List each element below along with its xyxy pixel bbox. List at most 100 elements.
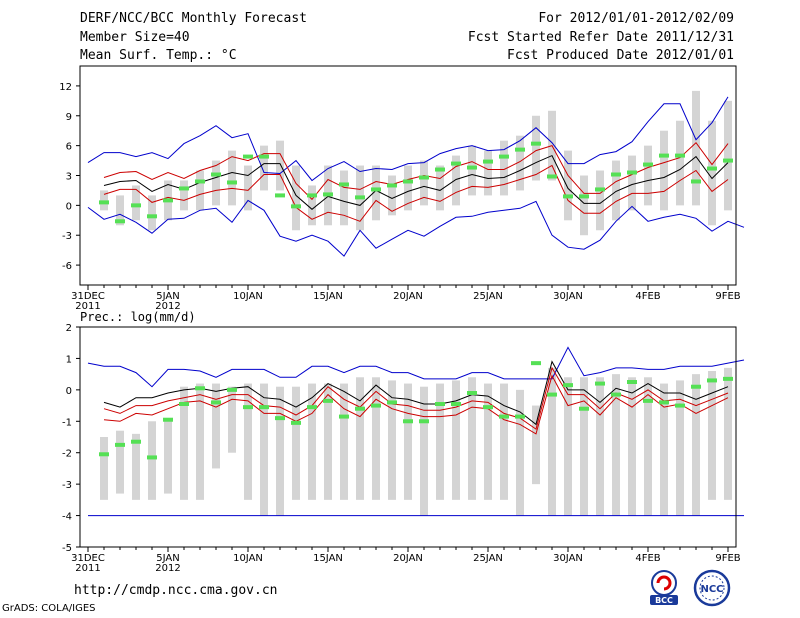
- spread-box: [116, 195, 124, 226]
- x-tick-year-label: 2011: [75, 301, 100, 312]
- median-marker: [211, 400, 221, 405]
- median-marker: [547, 174, 557, 179]
- median-marker: [211, 172, 221, 177]
- ncc-logo-text: NCC: [700, 584, 723, 595]
- median-marker: [323, 398, 333, 403]
- median-marker: [259, 154, 269, 159]
- x-tick-label: 31DEC: [71, 291, 105, 302]
- spread-box: [212, 383, 220, 469]
- median-marker: [131, 203, 141, 208]
- median-marker: [339, 182, 349, 187]
- median-marker: [499, 154, 509, 159]
- median-marker: [595, 381, 605, 386]
- median-marker: [307, 193, 317, 198]
- y-tick-label: -3: [62, 231, 72, 242]
- ncc-logo: NCC: [692, 568, 732, 608]
- max-line: [87, 96, 729, 182]
- median-marker: [579, 406, 589, 411]
- spread-box: [132, 433, 140, 500]
- median-marker: [659, 153, 669, 158]
- spread-box: [644, 145, 652, 206]
- y-tick-label: 12: [59, 82, 72, 93]
- x-tick-year-label: 2012: [155, 563, 180, 574]
- spread-box: [724, 100, 732, 211]
- x-tick-label: 4FEB: [635, 291, 660, 302]
- median-marker: [163, 417, 173, 422]
- median-marker: [291, 204, 301, 209]
- spread-box: [452, 155, 460, 206]
- y-tick-label: 1: [66, 354, 72, 365]
- bcc-logo-text: BCC: [655, 596, 673, 605]
- x-tick-label: 30JAN: [553, 291, 583, 302]
- x-tick-label: 10JAN: [233, 291, 263, 302]
- x-tick-label: 15JAN: [313, 291, 343, 302]
- spread-box: [404, 383, 412, 500]
- variable-label: Mean Surf. Temp.: °C: [80, 48, 237, 63]
- source-url[interactable]: http://cmdp.ncc.cma.gov.cn: [74, 583, 278, 598]
- median-marker: [611, 172, 621, 177]
- median-marker: [163, 198, 173, 203]
- median-marker: [179, 186, 189, 191]
- x-tick-label: 10JAN: [233, 553, 263, 564]
- spread-box: [260, 145, 268, 191]
- forecast-period-label: For 2012/01/01-2012/02/09: [538, 11, 734, 26]
- median-marker: [339, 414, 349, 419]
- spread-box: [148, 195, 156, 231]
- spread-box: [692, 374, 700, 516]
- spread-box: [532, 115, 540, 181]
- median-marker: [195, 179, 205, 184]
- y-tick-label: -2: [62, 449, 72, 460]
- median-marker: [643, 398, 653, 403]
- spread-box: [340, 170, 348, 226]
- median-marker: [387, 400, 397, 405]
- median-marker: [643, 162, 653, 167]
- median-marker: [515, 414, 525, 419]
- spread-box: [196, 170, 204, 211]
- median-marker: [179, 402, 189, 406]
- spread-box: [532, 405, 540, 485]
- upper-percentile-line: [103, 141, 729, 201]
- y-tick-label: -4: [62, 512, 72, 523]
- spread-box: [612, 374, 620, 516]
- median-marker: [691, 384, 701, 389]
- ensemble-mean-line: [103, 154, 729, 210]
- median-marker: [531, 141, 541, 146]
- spread-box: [148, 421, 156, 500]
- spread-box: [468, 145, 476, 196]
- median-marker: [611, 392, 621, 397]
- spread-box: [292, 386, 300, 500]
- median-marker: [707, 166, 717, 171]
- median-marker: [243, 405, 253, 410]
- median-marker: [627, 380, 637, 384]
- median-marker: [99, 200, 109, 205]
- median-marker: [419, 419, 429, 424]
- spread-box: [660, 130, 668, 211]
- spread-box: [644, 377, 652, 516]
- median-marker: [147, 214, 157, 219]
- y-tick-label: -6: [62, 261, 72, 272]
- median-marker: [675, 403, 685, 408]
- spread-box: [500, 140, 508, 196]
- spread-box: [676, 120, 684, 206]
- median-marker: [115, 219, 125, 224]
- x-tick-label: 25JAN: [473, 291, 503, 302]
- median-marker: [563, 383, 573, 388]
- median-marker: [435, 167, 445, 172]
- median-marker: [691, 179, 701, 184]
- median-marker: [419, 175, 429, 180]
- chart-title: DERF/NCC/BCC Monthly Forecast: [80, 11, 307, 26]
- spread-box: [708, 120, 716, 226]
- median-marker: [403, 419, 413, 424]
- ensemble-mean-line: [103, 360, 729, 426]
- x-tick-label: 20JAN: [393, 291, 423, 302]
- median-marker: [595, 187, 605, 192]
- spread-box: [260, 383, 268, 516]
- max-line: [87, 346, 745, 388]
- x-tick-year-label: 2012: [155, 301, 180, 312]
- median-marker: [515, 147, 525, 152]
- spread-box: [228, 386, 236, 453]
- median-marker: [579, 194, 589, 199]
- median-marker: [451, 402, 461, 406]
